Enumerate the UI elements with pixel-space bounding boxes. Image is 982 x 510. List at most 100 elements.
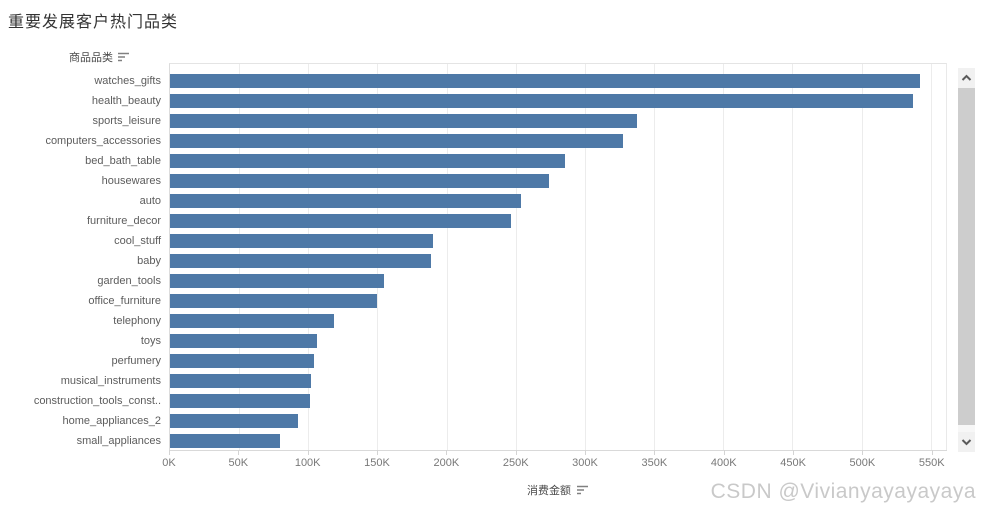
category-label[interactable]: housewares	[101, 175, 161, 187]
bar[interactable]	[170, 234, 434, 248]
bar-row: telephony	[1, 311, 948, 331]
tick-mark	[862, 450, 864, 455]
bar[interactable]	[170, 214, 512, 228]
bar[interactable]	[170, 374, 312, 388]
bar-track	[170, 91, 948, 111]
category-label[interactable]: auto	[139, 195, 161, 207]
category-label[interactable]: musical_instruments	[60, 375, 161, 387]
tick-label: 550K	[918, 457, 945, 469]
bar-row: auto	[1, 191, 948, 211]
bar-track	[170, 231, 948, 251]
bar[interactable]	[170, 134, 624, 148]
category-label[interactable]: toys	[140, 335, 161, 347]
bar-row: toys	[1, 331, 948, 351]
category-label[interactable]: cool_stuff	[114, 235, 161, 247]
gridline	[723, 64, 725, 450]
bar-row: perfumery	[1, 351, 948, 371]
category-label[interactable]: baby	[137, 255, 161, 267]
tick-mark	[793, 450, 795, 455]
tick-label: 0K	[162, 457, 176, 469]
gridline	[515, 64, 517, 450]
bar-row: construction_tools_const..	[1, 391, 948, 411]
sort-descending-icon[interactable]	[117, 52, 130, 62]
gridline	[930, 64, 932, 450]
bar[interactable]	[170, 354, 315, 368]
gridline	[861, 64, 863, 450]
category-label[interactable]: watches_gifts	[94, 75, 161, 87]
scrollbar-thumb[interactable]	[958, 88, 975, 425]
bar-track	[170, 71, 948, 91]
tick-mark	[585, 450, 587, 455]
category-label[interactable]: computers_accessories	[45, 135, 161, 147]
bar[interactable]	[170, 94, 914, 108]
bar-row: health_beauty	[1, 91, 948, 111]
gridline	[654, 64, 656, 450]
tick-mark	[654, 450, 656, 455]
bar-row: musical_instruments	[1, 371, 948, 391]
bar-track	[170, 431, 948, 451]
bar[interactable]	[170, 314, 334, 328]
category-label[interactable]: bed_bath_table	[85, 155, 161, 167]
bar[interactable]	[170, 154, 566, 168]
category-label[interactable]: garden_tools	[97, 275, 161, 287]
gridline	[584, 64, 586, 450]
tick-label: 450K	[780, 457, 806, 469]
category-label[interactable]: small_appliances	[76, 435, 161, 447]
bar-row: computers_accessories	[1, 131, 948, 151]
bar[interactable]	[170, 74, 921, 88]
gridline	[792, 64, 794, 450]
vertical-scrollbar[interactable]	[958, 68, 975, 452]
bar-track	[170, 411, 948, 431]
category-label[interactable]: furniture_decor	[87, 215, 161, 227]
x-axis-label: 消费金额	[527, 485, 571, 497]
bar[interactable]	[170, 114, 638, 128]
bar[interactable]	[170, 194, 521, 208]
bar[interactable]	[170, 274, 384, 288]
tick-label: 350K	[641, 457, 668, 469]
bar-track	[170, 291, 948, 311]
bar-track	[170, 131, 948, 151]
row-field-label: 商品品类	[69, 52, 113, 64]
bar-row: bed_bath_table	[1, 151, 948, 171]
scroll-up-button[interactable]	[958, 68, 975, 88]
bar[interactable]	[170, 434, 280, 448]
tick-mark	[169, 450, 170, 455]
category-label[interactable]: health_beauty	[91, 95, 161, 107]
bar[interactable]	[170, 414, 298, 428]
category-label[interactable]: perfumery	[111, 355, 161, 367]
x-axis-header[interactable]: 消费金额	[169, 482, 947, 498]
bar-track	[170, 191, 948, 211]
bar[interactable]	[170, 254, 431, 268]
bar[interactable]	[170, 394, 311, 408]
category-label[interactable]: home_appliances_2	[62, 415, 161, 427]
plot-area: watches_gifts health_beauty sports_leisure…	[34, 63, 948, 450]
gridline	[446, 64, 448, 450]
category-label[interactable]: sports_leisure	[92, 115, 161, 127]
bar[interactable]	[170, 174, 549, 188]
category-label[interactable]: office_furniture	[88, 295, 161, 307]
bar-track	[170, 211, 948, 231]
bar-row: sports_leisure	[1, 111, 948, 131]
scroll-down-button[interactable]	[958, 432, 975, 452]
bar-row: cool_stuff	[1, 231, 948, 251]
bar-row: office_furniture	[1, 291, 948, 311]
tick-label: 300K	[572, 457, 598, 469]
tick-label: 150K	[364, 457, 390, 469]
tick-label: 100K	[294, 457, 321, 469]
bar-row: small_appliances	[1, 431, 948, 451]
bar-track	[170, 251, 948, 271]
bar-track	[170, 351, 948, 371]
bar-track	[170, 271, 948, 291]
category-label[interactable]: construction_tools_const..	[33, 395, 161, 407]
row-field-header[interactable]: 商品品类	[0, 49, 130, 65]
bar-row: garden_tools	[1, 271, 948, 291]
bar-row: baby	[1, 251, 948, 271]
tick-label: 50K	[228, 457, 249, 469]
tick-mark	[238, 450, 240, 455]
tick-mark	[723, 450, 725, 455]
sort-descending-icon[interactable]	[576, 485, 589, 495]
bar[interactable]	[170, 294, 377, 308]
category-label[interactable]: telephony	[113, 315, 161, 327]
bar[interactable]	[170, 334, 317, 348]
